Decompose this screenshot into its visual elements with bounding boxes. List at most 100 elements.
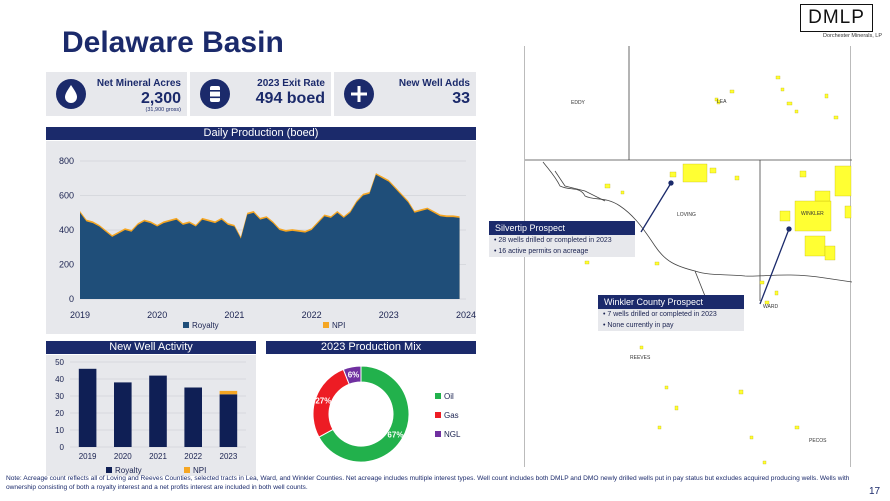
callout-bullet: • 7 wells drilled or completed in 2023 (603, 311, 717, 318)
legend-gas: Gas (444, 411, 459, 420)
x-tick-label: 2019 (79, 452, 97, 461)
y-tick-label: 200 (59, 260, 74, 270)
y-tick-label: 0 (60, 443, 65, 452)
kpi-value: 494 boed (255, 90, 325, 107)
callout-bullet-text: 7 wells drilled or completed in 2023 (607, 311, 717, 318)
logo-subtitle: Dorchester Minerals, LP (823, 33, 882, 39)
bar-royalty (149, 375, 167, 447)
legend-royalty-swatch (106, 467, 112, 473)
y-tick-label: 40 (55, 375, 64, 384)
county-label-pecos: PECOS (809, 438, 827, 444)
x-tick-label: 2019 (70, 310, 90, 320)
callout-bullet-text: 16 active permits on acreage (498, 248, 589, 255)
kpi-label: 2023 Exit Rate (257, 78, 325, 89)
y-tick-label: 800 (59, 156, 74, 166)
y-tick-label: 10 (55, 426, 64, 435)
county-boundaries (525, 46, 853, 327)
mineral-tracts (584, 75, 852, 465)
callout-silvertip: Silvertip Prospect • 28 wells drilled or… (489, 221, 635, 257)
callout-title: Silvertip Prospect (489, 221, 635, 235)
county-label-loving: LOVING (677, 212, 696, 218)
page-number: 17 (869, 486, 881, 497)
legend-ngl: NGL (444, 430, 461, 439)
county-labels: EDDY LEA LOVING WINKLER WARD REEVES PECO… (571, 99, 827, 444)
kpi-value: 33 (452, 90, 470, 107)
mix-chart-title: 2023 Production Mix (266, 341, 476, 354)
x-tick-label: 2021 (224, 310, 244, 320)
plus-icon (344, 79, 374, 109)
legend-oil-swatch (435, 393, 441, 399)
production-chart-title: Daily Production (boed) (46, 127, 476, 140)
bar-npi (219, 390, 238, 395)
donut-slice-oil (318, 365, 410, 463)
x-tick-label: 2020 (114, 452, 132, 461)
kpi-net-mineral-acres: Net Mineral Acres 2,300 (31,900 gross) (46, 72, 187, 116)
donut-label: 27% (315, 396, 331, 405)
legend-npi-swatch (323, 322, 329, 328)
county-label-ward: WARD (763, 304, 778, 310)
x-tick-label: 2022 (302, 310, 322, 320)
new-wells-chart-svg: 0 10 20 30 40 50 2019 2020 2021 2022 2023 Royalty… (55, 358, 246, 475)
kpi-label: Net Mineral Acres (96, 78, 181, 89)
production-chart: 0 200 400 600 800 2019 2020 2021 2022 2023 2024 R… (46, 141, 476, 334)
x-tick-label: 2021 (149, 452, 167, 461)
callout-bullet: • None currently in pay (603, 322, 674, 329)
kpi-new-well-adds: New Well Adds 33 (334, 72, 476, 116)
company-logo: DMLP Dorchester Minerals, LP (789, 4, 884, 44)
y-tick-label: 20 (55, 409, 64, 418)
kpi-subtext: (31,900 gross) (145, 107, 181, 113)
donut-slice-ngl (342, 365, 362, 385)
mix-chart-svg: 67% 27% 6% Oil Gas NGL (312, 365, 461, 463)
new-wells-chart-title: New Well Activity (46, 341, 256, 354)
callout-bullet: • 16 active permits on acreage (494, 248, 589, 255)
legend-npi: NPI (193, 466, 206, 475)
oil-drop-icon (56, 79, 86, 109)
legend-npi-swatch (184, 467, 190, 473)
page-title: Delaware Basin (62, 26, 284, 59)
y-tick-label: 50 (55, 358, 64, 367)
legend-npi: NPI (332, 321, 345, 330)
y-tick-label: 600 (59, 191, 74, 201)
county-label-lea: LEA (717, 99, 727, 105)
x-tick-label: 2023 (220, 452, 238, 461)
mix-chart: 67% 27% 6% Oil Gas NGL (266, 355, 476, 476)
map-svg: EDDY LEA LOVING WINKLER WARD REEVES PECO… (525, 46, 853, 465)
bar-royalty (78, 368, 97, 447)
x-tick-label: 2022 (184, 452, 202, 461)
county-label-eddy: EDDY (571, 100, 586, 106)
x-tick-label: 2024 (456, 310, 476, 320)
oil-barrel-icon (200, 79, 230, 109)
legend-royalty: Royalty (192, 321, 219, 330)
footnote: Note: Acreage count reflects all of Lovi… (6, 475, 850, 491)
county-label-winkler: WINKLER (801, 211, 824, 217)
bar-royalty (114, 382, 132, 447)
royalty-area (80, 174, 460, 299)
legend-royalty-swatch (183, 322, 189, 328)
callout-leaders (640, 180, 792, 305)
callout-bullet-text: None currently in pay (607, 322, 674, 329)
callout-bullet-text: 28 wells drilled or completed in 2023 (498, 237, 612, 244)
x-tick-label: 2020 (147, 310, 167, 320)
county-label-reeves: REEVES (630, 355, 651, 361)
donut-label: 6% (348, 371, 360, 380)
donut-label: 67% (387, 430, 403, 439)
y-tick-label: 30 (55, 392, 64, 401)
bar-royalty (219, 394, 238, 447)
legend-oil: Oil (444, 392, 454, 401)
bar-royalty (184, 387, 202, 447)
legend-gas-swatch (435, 412, 441, 418)
kpi-label: New Well Adds (398, 78, 470, 89)
logo-text: DMLP (800, 4, 873, 32)
callout-winkler: Winkler County Prospect • 7 wells drille… (598, 295, 744, 331)
y-tick-label: 400 (59, 225, 74, 235)
y-tick-label: 0 (69, 294, 74, 304)
new-wells-chart: 0 10 20 30 40 50 2019 2020 2021 2022 2023 Royalty… (46, 355, 256, 476)
legend-royalty: Royalty (115, 466, 142, 475)
kpi-exit-rate: 2023 Exit Rate 494 boed (190, 72, 331, 116)
legend-ngl-swatch (435, 431, 441, 437)
production-chart-svg: 0 200 400 600 800 2019 2020 2021 2022 2023 2024 R… (59, 156, 476, 330)
callout-title: Winkler County Prospect (598, 295, 744, 309)
callout-bullet: • 28 wells drilled or completed in 2023 (494, 237, 612, 244)
kpi-value: 2,300 (140, 90, 181, 107)
x-tick-label: 2023 (379, 310, 399, 320)
